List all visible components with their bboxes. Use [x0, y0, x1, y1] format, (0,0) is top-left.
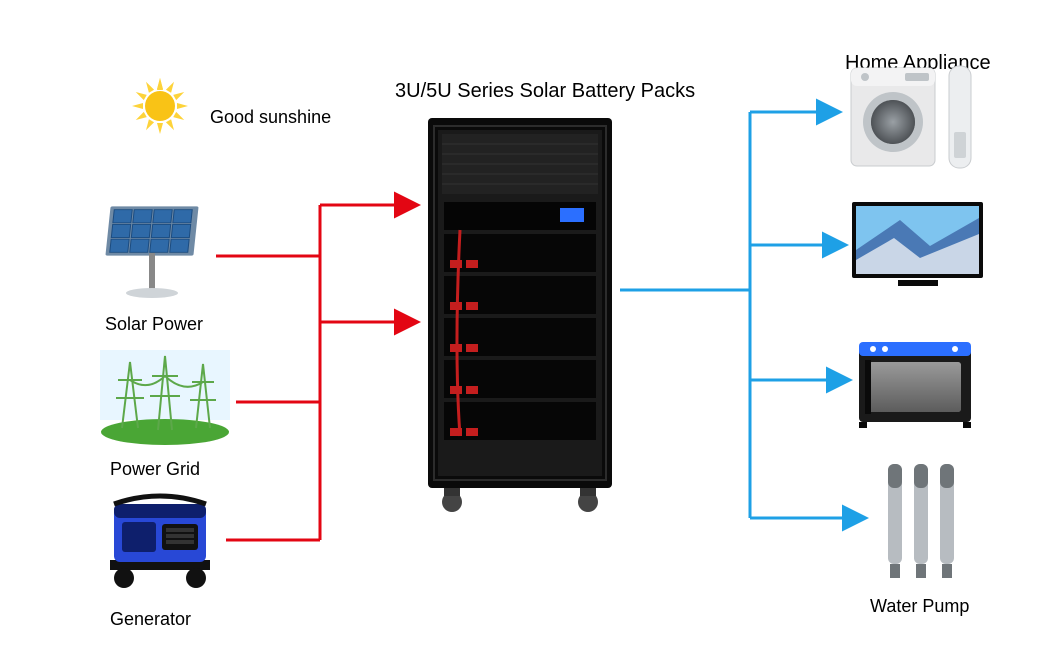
grid-label: Power Grid — [110, 459, 200, 480]
sun-label: Good sunshine — [210, 107, 331, 128]
center-title: 3U/5U Series Solar Battery Packs — [395, 80, 695, 103]
oven-icon — [855, 338, 975, 430]
solar-panel-icon — [95, 195, 210, 300]
sun-icon — [125, 75, 195, 137]
battery-rack — [420, 110, 620, 515]
water-pump-icon — [870, 460, 965, 580]
pump-label: Water Pump — [870, 596, 969, 617]
solar-label: Solar Power — [105, 314, 203, 335]
generator-label: Generator — [110, 609, 191, 630]
washer-icon — [845, 62, 985, 172]
power-grid-icon — [100, 350, 230, 445]
generator-icon — [100, 490, 220, 595]
tv-icon — [850, 200, 985, 290]
